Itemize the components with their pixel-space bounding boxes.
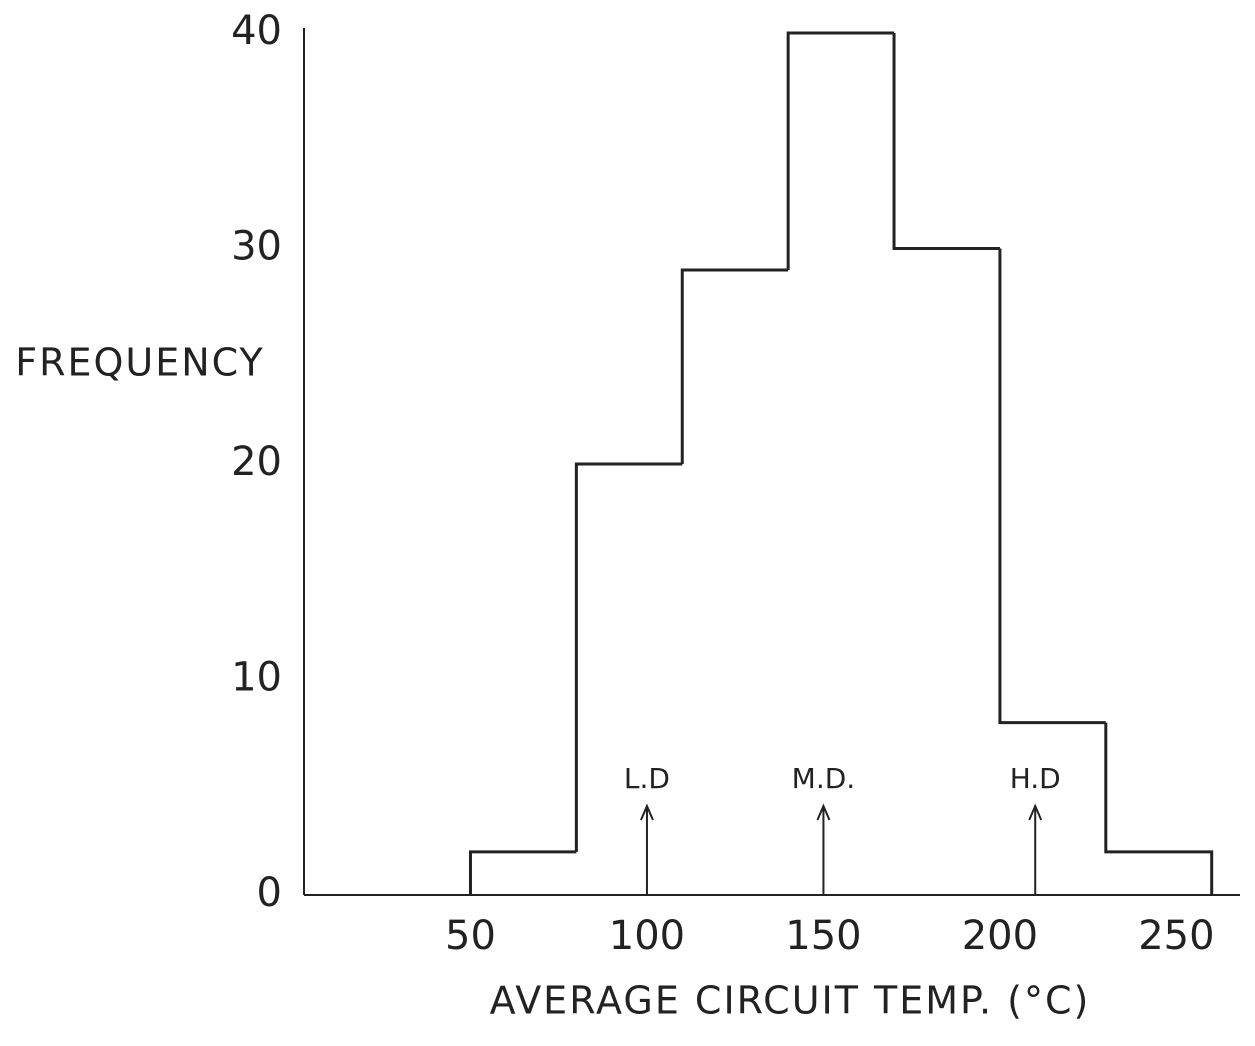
y-axis-title: FREQUENCY bbox=[15, 341, 265, 385]
x-tick-label: 150 bbox=[785, 913, 861, 959]
x-tick-label: 100 bbox=[609, 913, 685, 959]
y-tick-label: 40 bbox=[231, 8, 282, 54]
annotation-arrowhead bbox=[816, 803, 831, 821]
histogram-bar bbox=[1104, 722, 1214, 895]
histogram-bar bbox=[574, 462, 683, 852]
histogram-bar bbox=[680, 268, 789, 464]
y-tick-label: 10 bbox=[231, 655, 282, 701]
annotation-label: L.D bbox=[624, 762, 670, 795]
y-tick-label: 20 bbox=[231, 439, 282, 485]
histogram-bar bbox=[786, 31, 895, 271]
annotation-arrowhead bbox=[1028, 803, 1043, 821]
annotation-label: M.D. bbox=[792, 762, 856, 795]
x-tick-label: 200 bbox=[962, 913, 1038, 959]
x-axis-title: AVERAGE CIRCUIT TEMP. (°C) bbox=[490, 979, 1091, 1023]
annotation-label: H.D bbox=[1010, 762, 1061, 795]
y-tick-label: 30 bbox=[231, 224, 282, 270]
histogram-bar bbox=[998, 248, 1106, 725]
x-tick-label: 50 bbox=[445, 913, 496, 959]
histogram-bar bbox=[892, 33, 1000, 250]
annotation-arrowhead bbox=[640, 803, 654, 821]
y-tick-label: 0 bbox=[257, 870, 282, 916]
x-tick-label: 250 bbox=[1138, 913, 1214, 959]
histogram-bar bbox=[468, 850, 577, 895]
